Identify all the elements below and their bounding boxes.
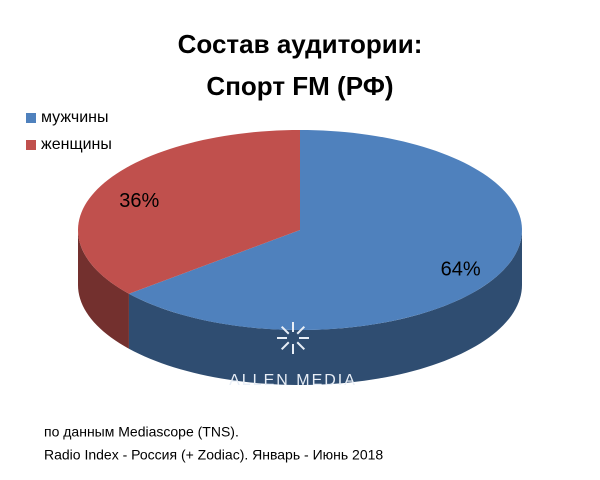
value-label: 64% xyxy=(441,258,481,280)
logo-ray xyxy=(296,341,306,351)
logo-ray xyxy=(280,341,290,351)
slice-side xyxy=(128,230,523,385)
chart-title: Спорт FM (РФ) xyxy=(206,71,393,101)
logo-ray xyxy=(296,325,306,335)
source-note: по данным Mediascope (TNS). xyxy=(44,424,239,440)
legend-swatch xyxy=(26,140,36,150)
legend-swatch xyxy=(26,113,36,123)
slice xyxy=(78,130,300,349)
logo-ray xyxy=(280,325,290,335)
legend-label: мужчины xyxy=(41,109,109,126)
slice xyxy=(128,130,523,385)
slice-top xyxy=(78,130,300,294)
source-note: Radio Index - Россия (+ Zodiac). Январь … xyxy=(44,447,383,463)
watermark: ALLEN MEDIA xyxy=(229,372,357,389)
slice-top xyxy=(128,130,522,330)
chart-title: Состав аудитории: xyxy=(178,29,423,59)
legend-label: женщины xyxy=(41,136,112,153)
slice-side xyxy=(78,230,129,349)
watermark-logo xyxy=(277,322,309,354)
value-label: 36% xyxy=(119,190,159,212)
